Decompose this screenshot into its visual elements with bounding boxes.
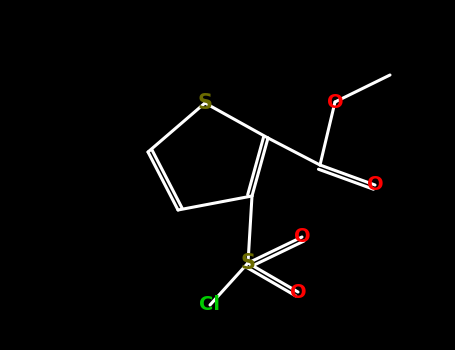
Text: Cl: Cl xyxy=(199,295,221,315)
Text: O: O xyxy=(367,175,383,195)
Text: O: O xyxy=(290,282,306,301)
Text: O: O xyxy=(293,228,310,246)
Text: S: S xyxy=(197,93,212,113)
Text: S: S xyxy=(241,253,256,273)
Text: O: O xyxy=(327,92,344,112)
